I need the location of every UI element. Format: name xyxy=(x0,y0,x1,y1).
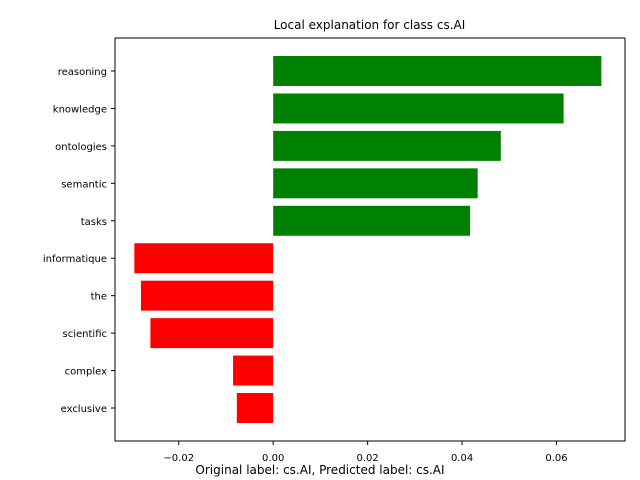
chart-title: Local explanation for class cs.AI xyxy=(274,18,466,32)
bar-scientific xyxy=(150,318,274,349)
plot-frame xyxy=(114,37,626,442)
x-axis-label: Original label: cs.AI, Predicted label: … xyxy=(195,463,444,477)
bar-knowledge xyxy=(273,93,564,124)
x-tick-label: 0.06 xyxy=(545,453,567,464)
bars-group xyxy=(134,56,602,423)
x-tick-label: 0.02 xyxy=(357,453,379,464)
y-tick-label: the xyxy=(91,292,107,303)
y-tick-label: tasks xyxy=(81,217,107,228)
bar-reasoning xyxy=(273,56,602,86)
bar-complex xyxy=(233,355,274,386)
y-tick-label: scientific xyxy=(63,329,107,340)
y-tick-label: semantic xyxy=(61,179,107,190)
bar-ontologies xyxy=(273,130,501,161)
bar-tasks xyxy=(273,205,471,236)
y-tick-label: reasoning xyxy=(58,67,107,78)
y-tick-label: informatique xyxy=(43,254,107,265)
bar-the xyxy=(140,280,274,311)
y-axis: reasoning knowledge ontologies semantic task… xyxy=(43,67,115,415)
y-tick-label: exclusive xyxy=(61,404,107,415)
x-tick-label: 0.00 xyxy=(262,453,284,464)
x-axis: −0.02 0.00 0.02 0.04 0.06 xyxy=(163,441,568,464)
y-tick-label: knowledge xyxy=(53,104,107,115)
bar-exclusive xyxy=(236,393,274,423)
bar-informatique xyxy=(134,243,274,274)
x-tick-label: −0.02 xyxy=(163,453,194,464)
x-tick-label: 0.04 xyxy=(451,453,473,464)
y-tick-label: complex xyxy=(65,367,107,378)
y-tick-label: ontologies xyxy=(55,142,107,153)
bar-semantic xyxy=(273,168,478,199)
